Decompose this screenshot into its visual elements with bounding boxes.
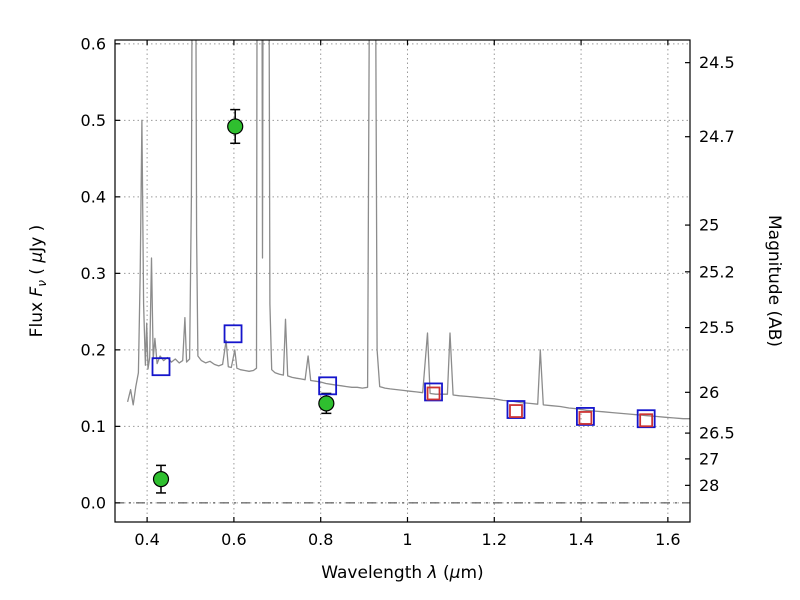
model-photometry-blue-squares [151,324,656,429]
data-point [151,357,171,377]
plot-area [126,40,690,494]
data-point [426,386,441,401]
svg-text:24.7: 24.7 [699,127,735,146]
svg-text:0.4: 0.4 [134,530,159,549]
svg-text:0.0: 0.0 [81,493,106,512]
svg-text:0.6: 0.6 [221,530,246,549]
data-point [223,324,243,344]
x-axis-label: Wavelength λ (μm) [321,563,483,583]
data-point [639,413,654,428]
svg-text:25.5: 25.5 [699,318,735,337]
y-axis-label-left: Flux Fν ( μJy ) [27,225,49,338]
svg-text:0.8: 0.8 [308,530,333,549]
svg-text:1.6: 1.6 [655,530,680,549]
data-point [506,400,526,419]
data-point [318,376,338,396]
svg-text:25: 25 [699,216,719,235]
svg-text:27: 27 [699,449,719,468]
svg-text:1.2: 1.2 [482,530,507,549]
observed-photometry-green-circles [152,108,335,494]
svg-text:0.3: 0.3 [81,264,106,283]
data-point [424,382,443,402]
svg-text:28: 28 [699,476,719,495]
data-point [227,118,244,135]
y-tick-labels-left: 0.0 0.1 0.2 0.3 0.4 0.5 0.6 [81,34,106,512]
svg-text:26: 26 [699,383,719,402]
x-tick-labels: 0.4 0.6 0.8 1 1.2 1.4 1.6 [134,530,680,549]
svg-text:0.4: 0.4 [81,187,106,206]
svg-text:24.5: 24.5 [699,53,735,72]
svg-text:0.5: 0.5 [81,111,106,130]
y-axis-label-right: Magnitude (AB) [764,215,784,347]
svg-text:1: 1 [402,530,412,549]
svg-text:25.2: 25.2 [699,262,735,281]
svg-text:0.6: 0.6 [81,34,106,53]
axes-frame [114,39,691,523]
y-tick-labels-right: 24.5 24.7 25 25.2 25.5 26 26.5 27 28 [699,53,735,495]
svg-text:0.1: 0.1 [81,417,106,436]
tick-marks [115,40,690,522]
data-point [509,404,523,418]
data-point [152,471,170,488]
data-point [636,409,656,429]
data-point [576,407,595,426]
model-spectrum [126,40,690,420]
data-point [578,411,593,425]
model-photometry-red-squares [426,386,654,428]
grid [115,40,690,522]
svg-text:26.5: 26.5 [699,424,735,443]
svg-text:0.2: 0.2 [81,340,106,359]
svg-text:1.4: 1.4 [568,530,593,549]
data-point [318,395,335,412]
